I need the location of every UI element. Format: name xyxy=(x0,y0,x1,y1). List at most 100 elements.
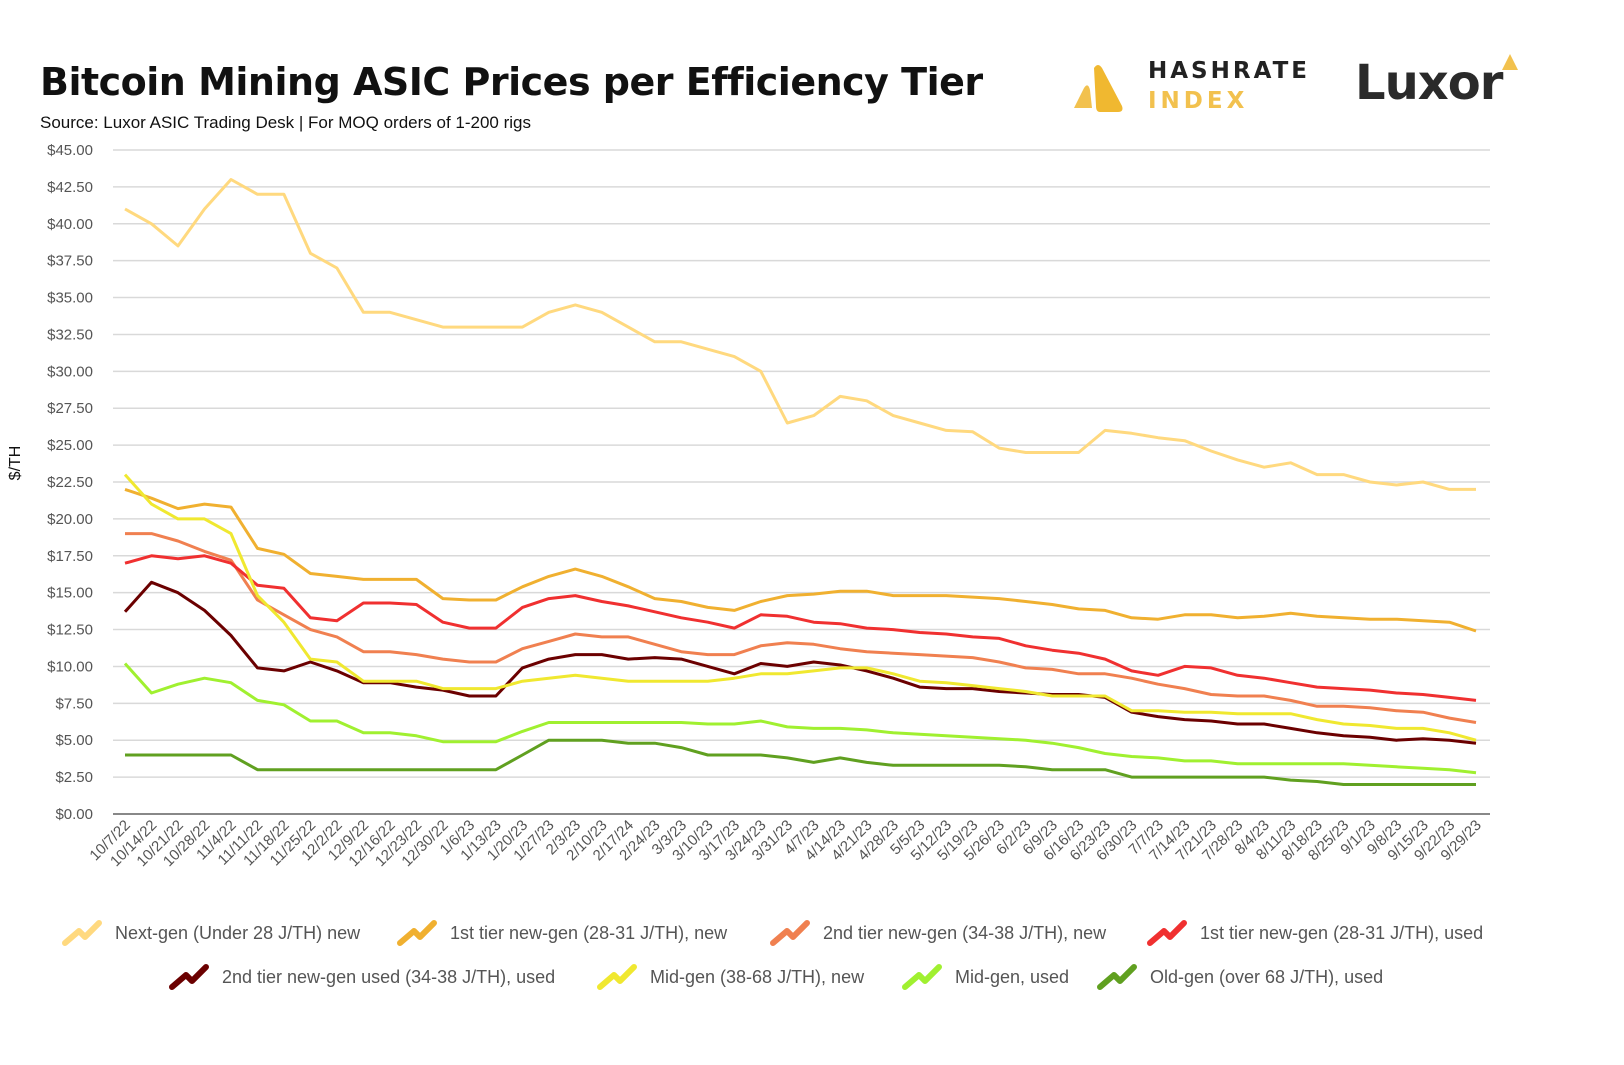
series-line-1 xyxy=(124,487,1477,633)
series-line-2 xyxy=(125,532,1477,724)
x-tick-label: 12/16/22 xyxy=(345,817,398,870)
chart-title: Bitcoin Mining ASIC Prices per Efficienc… xyxy=(40,60,983,104)
series-line-5 xyxy=(123,473,1477,742)
x-tick-label: 9/22/23 xyxy=(1411,817,1458,864)
x-tick-label: 12/30/22 xyxy=(398,817,451,870)
legend-label: 1st tier new-gen (28-31 J/TH), new xyxy=(450,923,728,943)
x-tick-label: 11/18/22 xyxy=(240,817,293,870)
x-tick-label: 8/25/23 xyxy=(1305,817,1352,864)
luxor-mark-icon xyxy=(1502,54,1518,70)
x-tick-label: 11/25/22 xyxy=(267,817,320,870)
y-tick-label: $25.00 xyxy=(47,437,93,454)
x-tick-label: 10/14/22 xyxy=(107,817,160,870)
y-tick-label: $42.50 xyxy=(47,179,93,196)
series-line-4 xyxy=(123,580,1477,745)
y-tick-label: $20.00 xyxy=(47,511,93,528)
x-tick-label: 2/3/23 xyxy=(543,817,585,859)
x-tick-label: 4/28/23 xyxy=(855,817,902,864)
x-tick-label: 7/7/23 xyxy=(1125,817,1167,859)
hashrate-index-logo: HASHRATE INDEX xyxy=(1070,58,1310,118)
x-tick-label: 12/9/22 xyxy=(325,817,372,864)
x-tick-label: 3/31/23 xyxy=(749,817,796,864)
x-tick-label: 7/14/23 xyxy=(1146,817,1193,864)
y-tick-label: $7.50 xyxy=(55,695,93,712)
x-tick-label: 10/7/22 xyxy=(86,817,133,864)
x-tick-label: 7/21/23 xyxy=(1173,817,1220,864)
x-tick-label: 6/30/23 xyxy=(1093,817,1140,864)
x-tick-label: 6/16/23 xyxy=(1040,817,1087,864)
y-tick-label: $5.00 xyxy=(55,732,93,749)
legend-label: Mid-gen, used xyxy=(955,967,1069,987)
x-tick-label: 2/17/24 xyxy=(590,817,637,864)
x-tick-label: 9/8/23 xyxy=(1364,817,1406,859)
legend-label: 1st tier new-gen (28-31 J/TH), used xyxy=(1200,923,1483,943)
legend-swatch-icon xyxy=(1097,964,1137,990)
index-text: INDEX xyxy=(1148,88,1249,114)
legend-swatch-icon xyxy=(597,964,637,990)
y-tick-label: $40.00 xyxy=(47,216,93,233)
legend-item: Old-gen (over 68 J/TH), used xyxy=(1097,964,1383,990)
x-tick-label: 9/29/23 xyxy=(1437,817,1484,864)
legend-item: Mid-gen, used xyxy=(902,964,1069,990)
x-tick-label: 3/3/23 xyxy=(649,817,691,859)
x-tick-label: 10/28/22 xyxy=(160,817,213,870)
y-tick-label: $10.00 xyxy=(47,658,93,675)
y-tick-label: $27.50 xyxy=(47,400,93,417)
x-tick-label: 3/24/23 xyxy=(722,817,769,864)
legend-label: Old-gen (over 68 J/TH), used xyxy=(1150,967,1383,987)
x-tick-label: 4/7/23 xyxy=(781,817,823,859)
x-tick-label: 11/4/22 xyxy=(193,817,240,864)
chart-subtitle: Source: Luxor ASIC Trading Desk | For MO… xyxy=(40,113,531,132)
y-tick-label: $17.50 xyxy=(47,548,93,565)
x-tick-label: 8/11/23 xyxy=(1253,817,1300,864)
x-tick-label: 12/23/22 xyxy=(372,817,425,870)
series-line-0 xyxy=(124,178,1476,491)
y-tick-label: $0.00 xyxy=(55,806,93,823)
series-line-7 xyxy=(125,738,1476,786)
legend-item: 1st tier new-gen (28-31 J/TH), used xyxy=(1147,920,1483,946)
x-tick-label: 4/21/23 xyxy=(828,817,875,864)
y-tick-label: $37.50 xyxy=(47,253,93,270)
x-tick-label: 7/28/23 xyxy=(1199,817,1246,864)
x-tick-label: 6/23/23 xyxy=(1067,817,1114,864)
x-tick-label: 2/10/23 xyxy=(563,817,610,864)
x-tick-label: 3/17/23 xyxy=(696,817,743,864)
legend-swatch-icon xyxy=(770,920,810,946)
legend-item: Next-gen (Under 28 J/TH) new xyxy=(62,920,361,946)
y-tick-label: $2.50 xyxy=(55,769,93,786)
legend-swatch-icon xyxy=(62,920,102,946)
x-tick-label: 8/4/23 xyxy=(1231,817,1273,859)
legend-swatch-icon xyxy=(397,920,437,946)
legend-item: 1st tier new-gen (28-31 J/TH), new xyxy=(397,920,728,946)
legend-swatch-icon xyxy=(169,964,209,990)
x-tick-label: 6/2/23 xyxy=(993,817,1035,859)
hashrate-index-mark-icon xyxy=(1074,65,1123,112)
legend-label: 2nd tier new-gen used (34-38 J/TH), used xyxy=(222,967,555,987)
y-tick-label: $30.00 xyxy=(47,363,93,380)
legend-label: Next-gen (Under 28 J/TH) new xyxy=(115,923,361,943)
legend-item: 2nd tier new-gen used (34-38 J/TH), used xyxy=(169,964,555,990)
y-tick-label: $32.50 xyxy=(47,326,93,343)
y-tick-label: $35.00 xyxy=(47,290,93,307)
legend-item: 2nd tier new-gen (34-38 J/TH), new xyxy=(770,920,1107,946)
x-tick-label: 10/21/22 xyxy=(133,817,186,870)
x-tick-label: 2/24/23 xyxy=(616,817,663,864)
x-tick-label: 5/26/23 xyxy=(961,817,1008,864)
x-tick-label: 1/6/23 xyxy=(437,817,479,859)
y-tick-label: $45.00 xyxy=(47,142,93,159)
x-tick-label: 9/15/23 xyxy=(1384,817,1431,864)
x-tick-label: 11/11/22 xyxy=(215,817,267,869)
x-tick-label: 5/5/23 xyxy=(887,817,929,859)
x-tick-label: 12/2/22 xyxy=(298,817,345,864)
y-tick-label: $12.50 xyxy=(47,622,93,639)
x-tick-label: 1/13/23 xyxy=(457,817,504,864)
luxor-logo: Luxor xyxy=(1355,55,1503,111)
series-line-6 xyxy=(123,662,1477,775)
series-line-3 xyxy=(124,554,1477,702)
x-tick-label: 3/10/23 xyxy=(669,817,716,864)
y-axis-label: $/TH xyxy=(7,446,24,481)
y-tick-label: $15.00 xyxy=(47,585,93,602)
x-tick-label: 6/9/23 xyxy=(1019,817,1061,859)
x-tick-label: 4/14/23 xyxy=(802,817,849,864)
